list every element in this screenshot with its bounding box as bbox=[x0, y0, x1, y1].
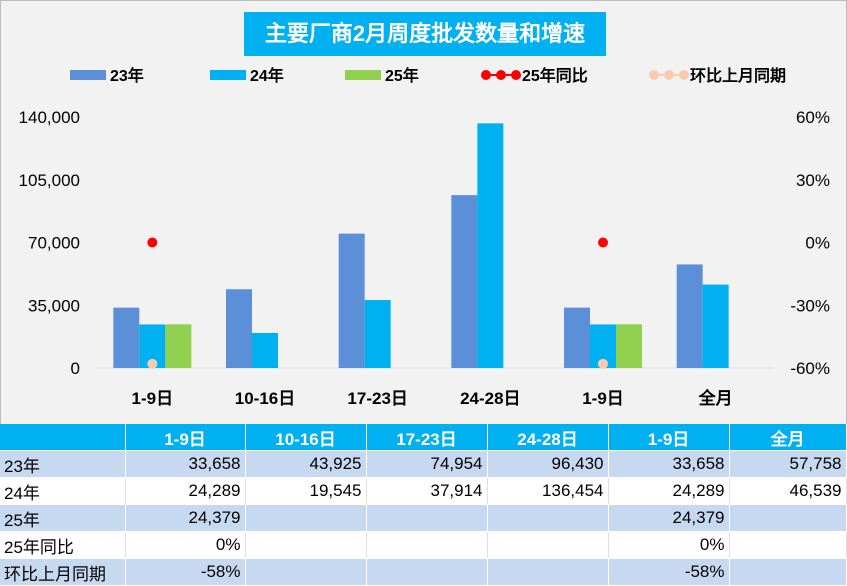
table-cell: 96,430 bbox=[487, 450, 609, 478]
bar-23年-2 bbox=[338, 233, 365, 368]
x-tick-label: 1-9日 bbox=[582, 389, 624, 408]
y-left-tick-label: 105,000 bbox=[19, 171, 80, 190]
legend-marker-25年同比 bbox=[511, 70, 521, 80]
bar-25年-0 bbox=[165, 324, 192, 368]
table-cell: 136,454 bbox=[487, 477, 609, 505]
table-row: 25年 24,379 24,379 bbox=[0, 504, 847, 532]
y-right-tick-label: 30% bbox=[796, 171, 830, 190]
bar-23年-5 bbox=[676, 264, 703, 368]
table-cell: 24,379 bbox=[125, 504, 246, 532]
table-cell bbox=[487, 558, 609, 586]
table-row: 环比上月同期 -58% -58% bbox=[0, 558, 847, 586]
y-left-tick-label: 70,000 bbox=[28, 234, 80, 253]
point-25年同比-0 bbox=[147, 237, 158, 248]
table-cell: 37,914 bbox=[366, 477, 488, 505]
table-header-cell: 1-9日 bbox=[608, 424, 730, 451]
table-cell: 24,289 bbox=[125, 477, 246, 505]
table-cell: 57,758 bbox=[729, 450, 847, 478]
legend-label: 环比上月同期 bbox=[690, 66, 786, 85]
table-cell bbox=[245, 531, 367, 559]
table-cell: 0% bbox=[608, 531, 730, 559]
table-cell bbox=[729, 504, 847, 532]
table-cell bbox=[366, 558, 488, 586]
table-cell: 0% bbox=[125, 531, 246, 559]
point-环比上月同期-0 bbox=[147, 358, 158, 369]
table-cell bbox=[729, 558, 847, 586]
bar-chart: 0 35,000 70,000 105,000 140,000 -60% -30% 0% 30%… bbox=[19, 66, 830, 408]
table-cell: 33,658 bbox=[608, 450, 730, 478]
table-row: 25年同比 0% 0% bbox=[0, 531, 847, 559]
bar-24年-1 bbox=[252, 332, 278, 368]
legend-label: 25年同比 bbox=[522, 66, 588, 85]
y-left-tick-label: 35,000 bbox=[28, 296, 80, 315]
y-left-tick-label: 140,000 bbox=[19, 108, 80, 127]
legend-swatch-25年 bbox=[345, 70, 381, 80]
chart-title: 主要厂商2月周度批发数量和增速 bbox=[244, 12, 606, 56]
table-header-cell: 17-23日 bbox=[366, 424, 488, 451]
table-row-label: 25年 bbox=[0, 504, 126, 532]
table-cell: 74,954 bbox=[366, 450, 488, 478]
point-25年同比-4 bbox=[598, 237, 608, 248]
bar-24年-2 bbox=[364, 300, 391, 368]
table-row: 23年 33,658 43,925 74,954 96,430 33,658 57,758 bbox=[0, 450, 847, 478]
table-row-label: 23年 bbox=[0, 450, 126, 478]
bar-23年-1 bbox=[226, 289, 252, 368]
y-right-tick-label: 0% bbox=[805, 234, 830, 253]
table-cell: 33,658 bbox=[125, 450, 246, 478]
bar-25年-4 bbox=[616, 324, 642, 368]
table-cell bbox=[245, 504, 367, 532]
table-cell bbox=[729, 531, 847, 559]
table-header-cell: 24-28日 bbox=[487, 424, 609, 451]
legend-label: 23年 bbox=[110, 66, 144, 85]
legend-swatch-23年 bbox=[70, 70, 106, 80]
legend-marker-环比上月同期 bbox=[664, 70, 674, 80]
bar-23年-4 bbox=[564, 307, 590, 368]
x-tick-label: 1-9日 bbox=[132, 389, 174, 408]
table-header-cell: 全月 bbox=[729, 424, 847, 451]
legend-marker-环比上月同期 bbox=[679, 70, 689, 80]
y-right-tick-label: -60% bbox=[790, 359, 830, 378]
table-row-label: 环比上月同期 bbox=[0, 558, 126, 586]
table-cell: 24,289 bbox=[608, 477, 730, 505]
table-cell: -58% bbox=[125, 558, 246, 586]
table-cell: 19,545 bbox=[245, 477, 367, 505]
bar-24年-5 bbox=[702, 284, 729, 368]
legend-label: 24年 bbox=[250, 66, 284, 85]
y-left-tick-label: 0 bbox=[71, 359, 80, 378]
x-tick-label: 17-23日 bbox=[347, 389, 407, 408]
table-header-cell: 10-16日 bbox=[245, 424, 367, 451]
table-row: 24年 24,289 19,545 37,914 136,454 24,289 46,539 bbox=[0, 477, 847, 505]
legend-marker-25年同比 bbox=[496, 70, 506, 80]
legend-swatch-24年 bbox=[210, 70, 246, 80]
table-cell: 46,539 bbox=[729, 477, 847, 505]
data-table: 1-9日 10-16日 17-23日 24-28日 1-9日 全月 23年 33,658 43,… bbox=[0, 424, 847, 586]
table-cell bbox=[487, 504, 609, 532]
table-cell: 43,925 bbox=[245, 450, 367, 478]
legend-label: 25年 bbox=[385, 66, 419, 85]
point-环比上月同期-4 bbox=[598, 358, 608, 369]
y-right-tick-label: -30% bbox=[790, 296, 830, 315]
y-right-tick-label: 60% bbox=[796, 108, 830, 127]
legend-marker-环比上月同期 bbox=[649, 70, 659, 80]
table-header-cell bbox=[0, 424, 126, 451]
legend-marker-25年同比 bbox=[481, 70, 491, 80]
table-cell bbox=[366, 531, 488, 559]
bar-24年-3 bbox=[477, 123, 504, 368]
table-cell: 24,379 bbox=[608, 504, 730, 532]
table-cell bbox=[487, 531, 609, 559]
table-header-row: 1-9日 10-16日 17-23日 24-28日 1-9日 全月 bbox=[0, 424, 847, 451]
x-tick-label: 24-28日 bbox=[460, 389, 520, 408]
bar-23年-3 bbox=[451, 195, 478, 368]
table-header-cell: 1-9日 bbox=[125, 424, 246, 451]
x-tick-label: 全月 bbox=[698, 388, 733, 408]
table-cell: -58% bbox=[608, 558, 730, 586]
table-row-label: 24年 bbox=[0, 477, 126, 505]
bar-23年-0 bbox=[113, 307, 140, 368]
x-tick-label: 10-16日 bbox=[235, 389, 295, 408]
table-cell bbox=[245, 558, 367, 586]
table-cell bbox=[366, 504, 488, 532]
table-row-label: 25年同比 bbox=[0, 531, 126, 559]
